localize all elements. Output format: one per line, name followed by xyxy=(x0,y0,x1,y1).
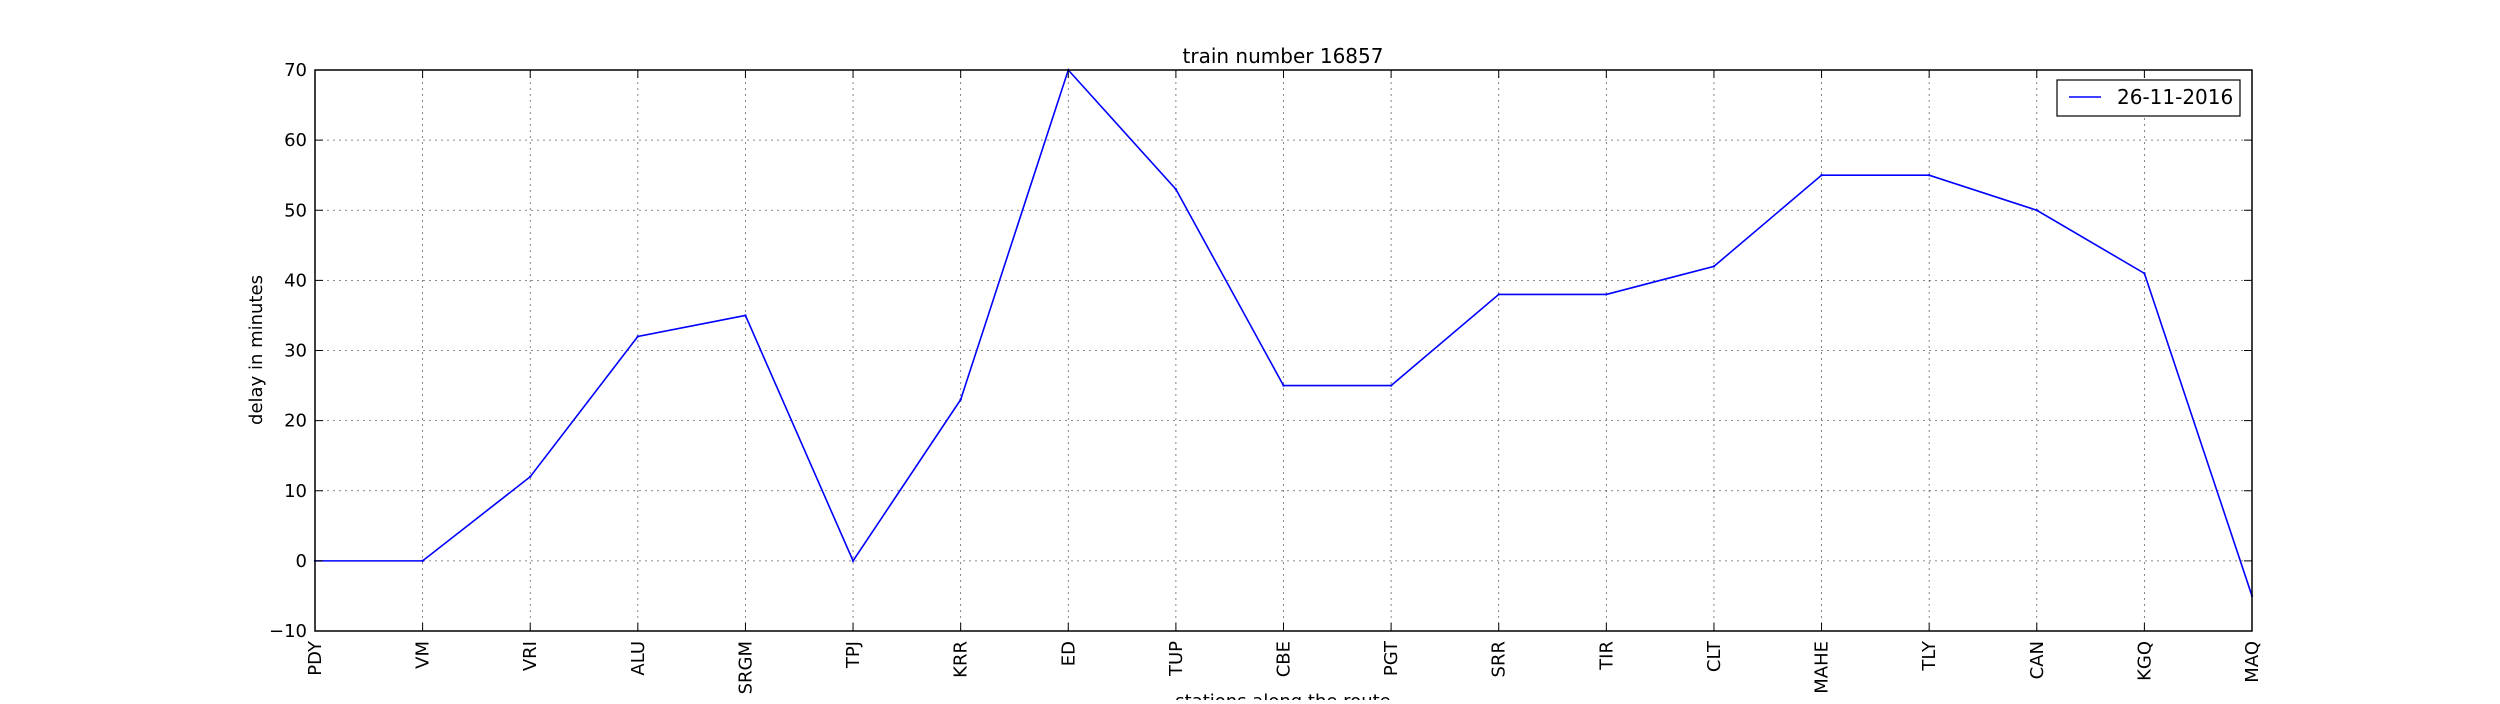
y-tick-label: 20 xyxy=(284,411,307,432)
x-tick-label: PDY xyxy=(305,640,326,676)
x-tick-label: CBE xyxy=(1274,641,1295,677)
data-point xyxy=(1282,384,1285,387)
data-point xyxy=(1820,173,1823,177)
x-tick-label: TUP xyxy=(1166,641,1187,677)
y-axis-label: delay in minutes xyxy=(246,275,267,425)
data-point xyxy=(851,559,855,563)
data-point xyxy=(1712,265,1716,268)
x-tick-label: VRI xyxy=(520,641,541,671)
data-point xyxy=(1605,293,1608,296)
x-tick-label: SRR xyxy=(1489,641,1510,677)
data-point xyxy=(744,314,747,317)
x-axis-label: stations along the route xyxy=(1175,691,1390,700)
y-axis: −10 0 10 20 30 40 50 60 70 xyxy=(269,60,2252,642)
x-tick-label: KGQ xyxy=(2134,641,2155,681)
y-tick-label: 10 xyxy=(284,481,307,502)
chart-title: train number 16857 xyxy=(1183,44,1384,68)
x-tick-label: TLY xyxy=(1919,640,1940,672)
x-tick-label: SRGM xyxy=(735,641,756,694)
x-axis: PDY VM VRI ALU SRGM TPJ KRR ED TUP CBE PGT SRR TIR CL… xyxy=(305,70,2263,694)
x-tick-label: ED xyxy=(1058,641,1079,666)
y-tick-label: 30 xyxy=(284,341,307,362)
x-tick-label: MAQ xyxy=(2242,641,2263,683)
legend-label: 26-11-2016 xyxy=(2117,85,2233,109)
y-tick-label: 50 xyxy=(284,200,307,221)
legend-box xyxy=(2056,79,2241,117)
data-point xyxy=(1389,384,1393,387)
x-tick-label: ALU xyxy=(628,641,649,676)
data-point xyxy=(959,398,962,401)
grid xyxy=(314,69,2253,632)
x-tick-label: VM xyxy=(413,641,434,669)
y-tick-label: −10 xyxy=(269,621,307,642)
y-tick-label: 70 xyxy=(284,60,307,81)
x-tick-label: TIR xyxy=(1596,641,1617,671)
x-tick-label: TPJ xyxy=(843,641,864,669)
data-point xyxy=(529,475,532,478)
y-tick-label: 60 xyxy=(284,130,307,151)
data-point xyxy=(2143,272,2146,275)
data-point xyxy=(1497,293,1500,296)
y-tick-label: 0 xyxy=(296,551,307,572)
data-point xyxy=(2035,209,2038,212)
data-point xyxy=(1927,173,1931,177)
data-point xyxy=(421,559,424,563)
legend: 26-11-2016 xyxy=(2056,79,2241,117)
x-tick-label: PGT xyxy=(1381,640,1402,676)
data-point xyxy=(636,335,640,338)
x-tick-label: CAN xyxy=(2027,641,2048,679)
x-tick-label: MAHE xyxy=(1812,641,1833,694)
data-point xyxy=(1174,188,1178,191)
y-tick-label: 40 xyxy=(284,270,307,291)
x-tick-label: CLT xyxy=(1704,640,1725,672)
x-tick-label: KRR xyxy=(951,641,972,678)
